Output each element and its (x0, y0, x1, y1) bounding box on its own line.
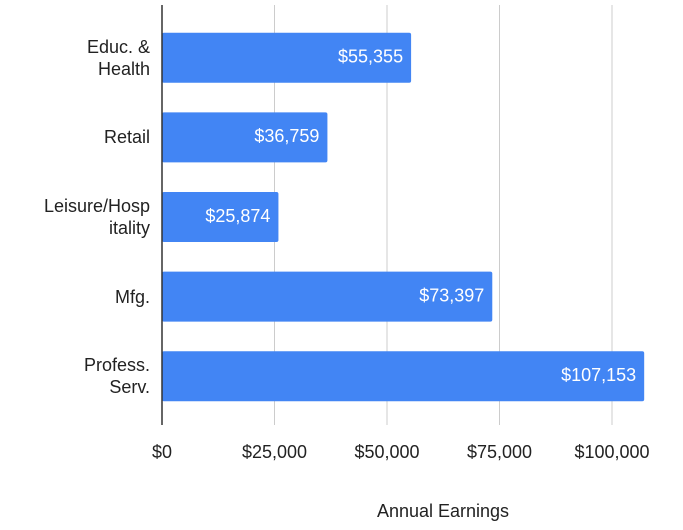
y-tick-label: Retail (103, 127, 150, 148)
bar (162, 271, 493, 322)
data-label: $73,397 (419, 285, 484, 305)
y-tick-label: Educ. & Health (86, 36, 150, 79)
x-axis-title: Annual Earnings (377, 501, 509, 521)
data-label: $55,355 (338, 47, 403, 67)
y-tick-label: Mfg. (114, 286, 150, 307)
data-label: $36,759 (254, 126, 319, 146)
x-tick-label: $25,000 (242, 442, 307, 462)
x-tick-label: $100,000 (574, 442, 649, 462)
bar (162, 192, 279, 242)
data-label: $25,874 (205, 206, 270, 226)
bar (162, 351, 645, 402)
y-tick-label: Profess. Serv. (83, 355, 150, 398)
x-tick-label: $0 (152, 442, 172, 462)
x-tick-label: $50,000 (354, 442, 419, 462)
bar (162, 32, 412, 83)
data-label: $107,153 (561, 365, 636, 385)
y-tick-label: Leisure/Hosp itality (43, 196, 150, 238)
bar (162, 112, 328, 163)
x-tick-label: $75,000 (467, 442, 532, 462)
